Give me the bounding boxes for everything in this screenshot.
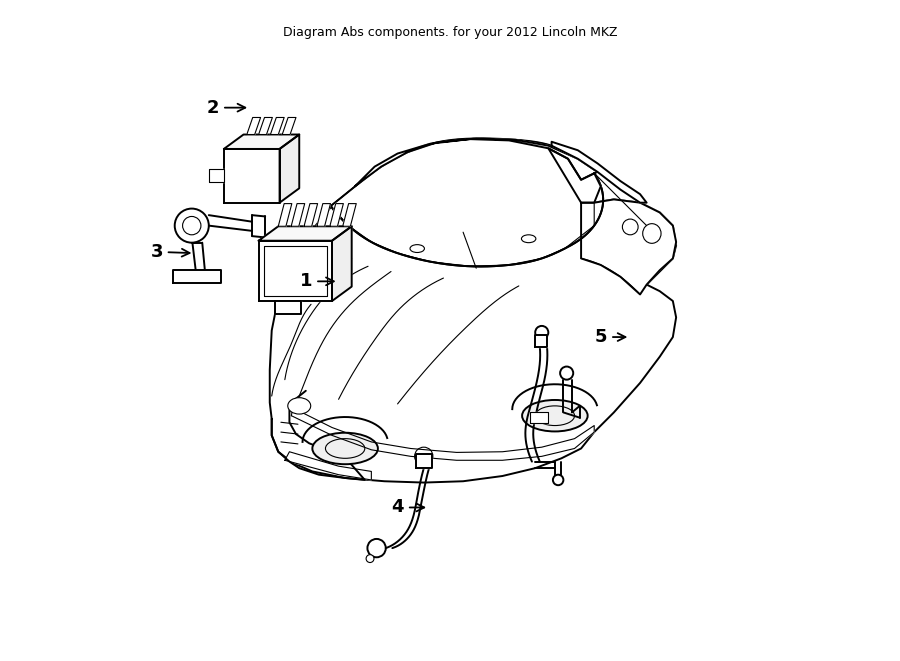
Polygon shape	[174, 270, 220, 284]
Polygon shape	[304, 204, 318, 226]
Circle shape	[536, 326, 548, 339]
Polygon shape	[270, 139, 676, 483]
Polygon shape	[224, 149, 280, 203]
Polygon shape	[258, 118, 273, 135]
Polygon shape	[317, 204, 330, 226]
Text: 3: 3	[150, 243, 190, 261]
Text: 2: 2	[207, 98, 246, 116]
Text: 1: 1	[300, 272, 334, 290]
Polygon shape	[343, 204, 356, 226]
Polygon shape	[284, 451, 372, 480]
Polygon shape	[536, 335, 547, 347]
Polygon shape	[224, 135, 299, 149]
Polygon shape	[258, 226, 352, 241]
Ellipse shape	[312, 433, 378, 464]
Polygon shape	[530, 412, 548, 423]
Polygon shape	[416, 453, 432, 468]
Polygon shape	[292, 204, 305, 226]
Text: 4: 4	[392, 498, 424, 516]
Circle shape	[366, 555, 374, 563]
Polygon shape	[329, 204, 344, 226]
Polygon shape	[355, 138, 598, 186]
Ellipse shape	[288, 398, 310, 414]
Circle shape	[175, 209, 209, 243]
Circle shape	[560, 367, 573, 379]
Circle shape	[553, 475, 563, 485]
Text: Diagram Abs components. for your 2012 Lincoln MKZ: Diagram Abs components. for your 2012 Li…	[283, 26, 617, 39]
Text: 5: 5	[595, 328, 625, 346]
Polygon shape	[210, 169, 224, 182]
Polygon shape	[292, 408, 594, 460]
Polygon shape	[247, 118, 261, 135]
Polygon shape	[330, 138, 594, 266]
Polygon shape	[552, 141, 646, 203]
Polygon shape	[270, 118, 284, 135]
Polygon shape	[581, 200, 676, 294]
Circle shape	[229, 176, 248, 195]
Polygon shape	[278, 204, 292, 226]
Circle shape	[229, 156, 248, 176]
Polygon shape	[258, 241, 332, 301]
Ellipse shape	[522, 400, 588, 432]
Polygon shape	[332, 226, 352, 301]
Polygon shape	[283, 118, 296, 135]
Polygon shape	[275, 301, 302, 314]
Polygon shape	[280, 135, 299, 203]
Polygon shape	[548, 148, 601, 203]
